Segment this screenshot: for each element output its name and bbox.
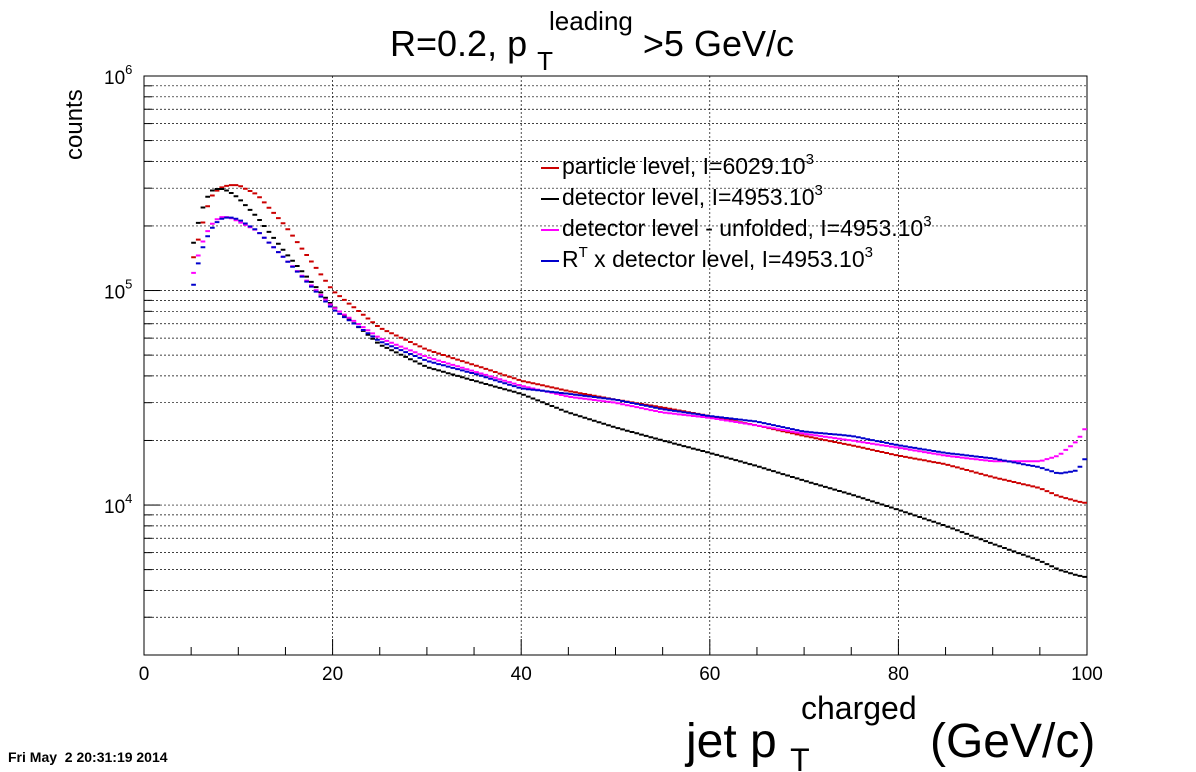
y-tick-label: 104 bbox=[104, 491, 132, 518]
series-group bbox=[191, 184, 1087, 578]
legend-entry: particle level, I=6029.103 bbox=[562, 151, 814, 179]
y-axis-label: counts bbox=[61, 89, 88, 160]
x-tick-label: 60 bbox=[699, 664, 720, 685]
x-tick-label: 80 bbox=[888, 664, 909, 685]
x-axis-label-after: (GeV/c) bbox=[930, 715, 1095, 768]
chart-title-sup: leading bbox=[549, 6, 633, 36]
chart-title-after: >5 GeV/c bbox=[643, 23, 794, 64]
chart-title-main: R=0.2, p bbox=[390, 23, 527, 64]
x-tick-label: 20 bbox=[322, 664, 343, 685]
chart-title: R=0.2, p T leading >5 GeV/c bbox=[390, 0, 794, 78]
x-tick-label: 0 bbox=[139, 664, 150, 685]
series-line bbox=[191, 216, 1087, 475]
timestamp-footer: Fri May 2 20:31:19 2014 bbox=[8, 749, 168, 765]
y-tick-label: 105 bbox=[104, 277, 132, 304]
x-axis-label: jet p T charged (GeV/c) bbox=[684, 677, 1095, 772]
x-axis-label-sup: charged bbox=[801, 690, 917, 726]
legend: particle level, I=6029.103 detector level… bbox=[541, 151, 932, 272]
series-4 bbox=[191, 216, 1087, 475]
x-tick-label: 40 bbox=[511, 664, 532, 685]
chart-title-sub: T bbox=[537, 46, 553, 76]
series-line bbox=[191, 188, 1087, 578]
legend-entry: detector level - unfolded, I=4953.103 bbox=[562, 213, 932, 241]
x-axis-label-main: jet p bbox=[684, 715, 777, 768]
y-tick-label: 106 bbox=[104, 62, 132, 89]
legend-entry: RT x detector level, I=4953.103 bbox=[562, 244, 873, 272]
legend-entry: detector level, I=4953.103 bbox=[562, 182, 823, 210]
x-tick-label: 100 bbox=[1071, 664, 1103, 685]
x-axis-label-sub: T bbox=[790, 742, 810, 772]
grid bbox=[143, 76, 1088, 656]
axes: 0 20 40 60 80 100 104 105 106 bbox=[104, 62, 1103, 685]
series-2 bbox=[191, 188, 1087, 578]
